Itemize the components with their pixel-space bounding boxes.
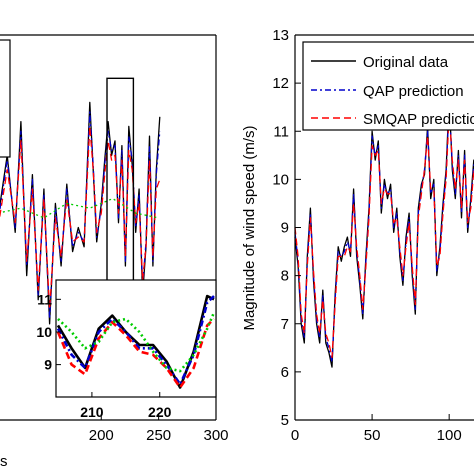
right-y-tick-label: 9 (281, 220, 289, 237)
right-x-tick-label: 50 (364, 427, 381, 444)
left-x-tick-label: 200 (89, 427, 114, 444)
right-y-tick-label: 12 (272, 75, 289, 92)
inset-background (55, 279, 217, 398)
inset-x-tick-label: 210 (80, 404, 104, 420)
inset-series-layer (56, 294, 216, 389)
right-x-tick-label: 100 (437, 427, 462, 444)
right-y-axis-label: Magnitude of wind speed (m/s) (241, 125, 258, 330)
inset-y-tick-label: 9 (44, 357, 52, 373)
right-x-tick-label: 0 (291, 427, 299, 444)
left-x-tick-label: 250 (146, 427, 171, 444)
left-series-smqap-line (0, 125, 161, 310)
right-y-tick-label: 13 (272, 27, 289, 44)
right-series-undefined-line (294, 111, 474, 359)
right-x-ticks: 0 50 100 (291, 414, 462, 444)
inset-y-tick-label: 11 (37, 291, 52, 307)
left-x-tick-label: 300 (203, 427, 228, 444)
right-y-tick-label: 8 (281, 268, 289, 285)
left-series-green-line (0, 197, 159, 219)
right-y-tick-label: 5 (281, 412, 289, 429)
left-clipped-legend-box (0, 39, 11, 158)
inset-series-green-line (57, 311, 216, 373)
left-series-layer (0, 101, 161, 325)
right-panel: 5 6 7 8 9 10 11 12 13 0 50 100 Magnitude of wind s… (241, 27, 474, 444)
left-x-axis-label-fragment: s (0, 453, 8, 470)
right-y-ticks: 5 6 7 8 9 10 11 12 13 (272, 27, 301, 429)
legend-label-qap: QAP prediction (363, 83, 464, 100)
left-x-ticks: 200 250 300 (89, 414, 229, 444)
left-panel: 200 250 300 s 210 220 9 10 11 (0, 34, 229, 470)
legend: Original data QAP prediction SMQAP predi… (302, 41, 474, 131)
legend-label-original: Original data (363, 54, 449, 71)
inset-x-tick-label: 220 (148, 404, 172, 420)
right-y-tick-label: 10 (272, 171, 289, 188)
right-y-tick-label: 11 (273, 123, 289, 140)
inset-y-tick-label: 10 (36, 324, 52, 340)
legend-label-smqap: SMQAP prediction (363, 111, 474, 128)
inset-series-qap-line (56, 295, 215, 386)
inset-series-smqap-line (56, 317, 215, 389)
right-y-tick-label: 7 (281, 316, 289, 333)
zoom-inset: 210 220 9 10 11 (36, 279, 217, 420)
inset-ticks: 210 220 9 10 11 (36, 291, 171, 420)
legend-box (302, 41, 474, 131)
right-y-tick-label: 6 (281, 364, 289, 381)
